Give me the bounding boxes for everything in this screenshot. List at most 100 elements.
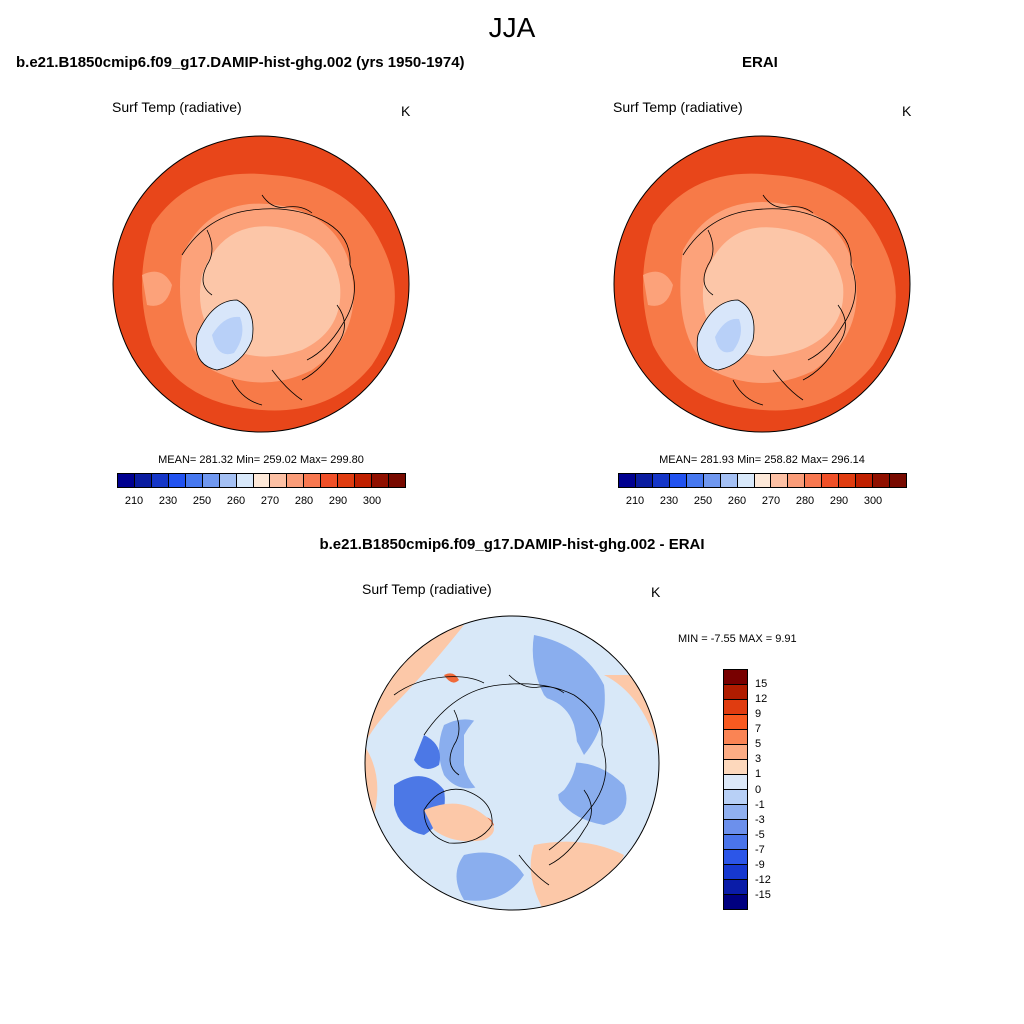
model-polar-map <box>112 135 410 433</box>
colorbar-swatch <box>134 474 152 487</box>
colorbar-swatch <box>185 474 203 487</box>
colorbar-swatch <box>219 474 237 487</box>
obs-units-label: K <box>902 103 912 119</box>
colorbar-tick-label: 9 <box>755 708 762 721</box>
colorbar-swatch <box>724 865 747 880</box>
model-colorbar <box>117 473 406 488</box>
colorbar-swatch <box>771 474 789 487</box>
colorbar-swatch <box>724 685 747 700</box>
colorbar-swatch <box>720 474 738 487</box>
colorbar-tick-label: -12 <box>755 873 771 886</box>
colorbar-tick-label: 270 <box>761 495 781 507</box>
colorbar-swatch <box>724 730 747 745</box>
coastlines <box>393 674 607 886</box>
diff-units-label: K <box>651 584 661 600</box>
colorbar-tick-label: 15 <box>755 678 768 691</box>
colorbar-swatch <box>236 474 254 487</box>
colorbar-swatch <box>669 474 687 487</box>
colorbar-tick-label: 230 <box>659 495 679 507</box>
colorbar-tick-label: 3 <box>755 753 762 766</box>
colorbar-tick-label: 280 <box>795 495 815 507</box>
colorbar-swatch <box>202 474 220 487</box>
obs-panel-title: ERAI <box>742 54 778 71</box>
colorbar-swatch <box>754 474 772 487</box>
colorbar-tick-label: 0 <box>755 783 762 796</box>
obs-colorbar <box>618 473 907 488</box>
colorbar-tick-label: -1 <box>755 798 765 811</box>
obs-colorbar-ticks: 210 230 250 260 270 280 290 300 <box>618 495 907 509</box>
colorbar-swatch <box>287 474 305 487</box>
colorbar-swatch <box>168 474 186 487</box>
colorbar-swatch <box>703 474 721 487</box>
colorbar-swatch <box>652 474 670 487</box>
colorbar-swatch <box>839 474 857 487</box>
colorbar-swatch <box>270 474 288 487</box>
colorbar-swatch <box>724 790 747 805</box>
colorbar-swatch <box>873 474 890 487</box>
diff-panel-title: b.e21.B1850cmip6.f09_g17.DAMIP-hist-ghg.… <box>319 536 705 553</box>
colorbar-tick-label: -15 <box>755 888 771 901</box>
colorbar-swatch <box>372 474 389 487</box>
coastlines <box>181 194 355 406</box>
colorbar-tick-label: 210 <box>625 495 645 507</box>
colorbar-swatch <box>737 474 755 487</box>
colorbar-tick-label: 300 <box>863 495 883 507</box>
colorbar-swatch <box>724 820 747 835</box>
colorbar-tick-label: 300 <box>362 495 382 507</box>
colorbar-tick-label: -3 <box>755 813 765 826</box>
colorbar-tick-label: 260 <box>727 495 747 507</box>
colorbar-tick-label: -9 <box>755 858 765 871</box>
colorbar-tick-label: 230 <box>158 495 178 507</box>
colorbar-tick-label: 250 <box>192 495 212 507</box>
map-diff-arctic-core <box>464 695 578 808</box>
colorbar-tick-label: 270 <box>260 495 280 507</box>
model-units-label: K <box>401 103 411 119</box>
colorbar-swatch <box>724 745 747 760</box>
colorbar-swatch <box>118 474 135 487</box>
colorbar-tick-label: -5 <box>755 828 765 841</box>
colorbar-swatch <box>788 474 806 487</box>
colorbar-swatch <box>724 835 747 850</box>
colorbar-swatch <box>151 474 169 487</box>
diff-colorbar <box>723 669 748 910</box>
season-title: JJA <box>488 12 536 43</box>
colorbar-swatch <box>355 474 373 487</box>
colorbar-swatch <box>724 670 747 685</box>
colorbar-swatch <box>724 895 747 909</box>
colorbar-tick-label: 1 <box>755 768 762 781</box>
model-variable-label: Surf Temp (radiative) <box>112 99 242 115</box>
diff-minmax-label: MIN = -7.55 MAX = 9.91 <box>678 633 797 645</box>
diff-variable-label: Surf Temp (radiative) <box>362 581 492 597</box>
colorbar-swatch <box>724 715 747 730</box>
colorbar-swatch <box>856 474 874 487</box>
colorbar-tick-label: 12 <box>755 693 768 706</box>
model-stats-label: MEAN= 281.32 Min= 259.02 Max= 299.80 <box>158 454 364 466</box>
obs-polar-map <box>613 135 911 433</box>
colorbar-tick-label: 280 <box>294 495 314 507</box>
diff-colorbar-ticks: 15 12 9 7 5 3 1 0 -1 -3 -5 -7 -9 -12 -15 <box>755 669 795 910</box>
coastlines <box>682 194 856 406</box>
colorbar-swatch <box>724 880 747 895</box>
obs-variable-label: Surf Temp (radiative) <box>613 99 743 115</box>
colorbar-tick-label: 250 <box>693 495 713 507</box>
colorbar-tick-label: 290 <box>328 495 348 507</box>
colorbar-swatch <box>389 474 405 487</box>
model-colorbar-ticks: 210 230 250 260 270 280 290 300 <box>117 495 406 509</box>
colorbar-swatch <box>321 474 339 487</box>
colorbar-swatch <box>724 760 747 775</box>
colorbar-swatch <box>253 474 271 487</box>
model-panel-title: b.e21.B1850cmip6.f09_g17.DAMIP-hist-ghg.… <box>16 54 465 71</box>
colorbar-swatch <box>805 474 823 487</box>
colorbar-tick-label: 5 <box>755 738 762 751</box>
colorbar-tick-label: -7 <box>755 843 765 856</box>
colorbar-swatch <box>304 474 322 487</box>
colorbar-tick-label: 290 <box>829 495 849 507</box>
obs-stats-label: MEAN= 281.93 Min= 258.82 Max= 296.14 <box>659 454 865 466</box>
colorbar-tick-label: 260 <box>226 495 246 507</box>
diff-polar-map <box>364 615 660 911</box>
colorbar-tick-label: 210 <box>124 495 144 507</box>
colorbar-swatch <box>724 805 747 820</box>
colorbar-swatch <box>724 700 747 715</box>
colorbar-swatch <box>635 474 653 487</box>
colorbar-swatch <box>686 474 704 487</box>
